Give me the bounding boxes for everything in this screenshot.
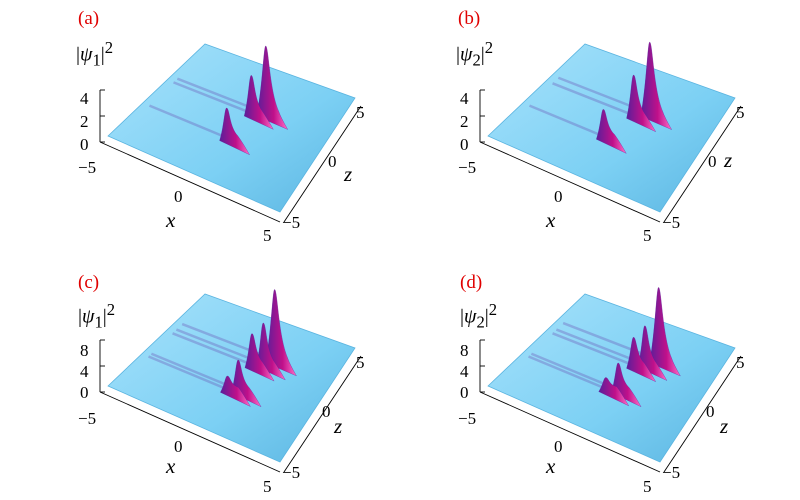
z-tick: 4: [460, 89, 469, 108]
x-axis-name: x: [166, 454, 176, 478]
z-axis-name: z: [344, 162, 353, 186]
x-tick: −5: [458, 158, 477, 177]
surface-plot-a: [99, 43, 362, 223]
z-tick: 4: [460, 362, 469, 381]
peak: [219, 107, 251, 156]
x-tick: −5: [458, 409, 477, 428]
y-tick: 5: [736, 353, 745, 372]
z-axis-label: |ψ1|2: [76, 38, 114, 70]
y-tick: 0: [706, 402, 715, 421]
z-tick: 0: [460, 135, 469, 154]
peak: [596, 109, 627, 154]
peak: [626, 336, 657, 383]
z-axis-label: |ψ1|2: [78, 300, 116, 332]
peak: [256, 45, 289, 130]
z-axis-name: z: [724, 148, 733, 172]
axes: [479, 89, 742, 223]
surface-sheet: [107, 293, 356, 463]
y-tick: −5: [282, 213, 301, 232]
x-axis-name: x: [166, 208, 176, 232]
z-axis-name: z: [334, 414, 343, 438]
z-tick: 4: [80, 362, 89, 381]
x-tick: 0: [174, 187, 183, 206]
z-axis-label: |ψ2|2: [456, 38, 494, 70]
y-tick: 0: [708, 152, 717, 171]
z-tick: 8: [80, 341, 89, 360]
axes: [99, 339, 362, 473]
y-tick: −5: [282, 463, 301, 482]
x-tick: −5: [78, 409, 97, 428]
z-axis-name: z: [720, 414, 729, 438]
x-tick: 5: [263, 477, 272, 496]
y-tick: 0: [322, 402, 331, 421]
surface-plot-b: [479, 41, 742, 223]
z-tick: 8: [460, 341, 469, 360]
x-axis-name: x: [546, 208, 556, 232]
peak: [265, 289, 298, 377]
z-axis-label: |ψ2|2: [460, 300, 498, 332]
panel-a: (a) |ψ1|2 4 2 0 −5 0 5 5 0 −5 x z: [0, 0, 400, 250]
y-tick: 5: [356, 103, 365, 122]
y-tick: 5: [736, 103, 745, 122]
panel-label: (b): [458, 8, 481, 29]
x-tick: 0: [554, 437, 563, 456]
peak: [649, 287, 681, 377]
panel-label: (c): [78, 272, 100, 293]
peak: [640, 41, 673, 131]
peak: [220, 375, 252, 408]
surface-sheet: [487, 43, 736, 213]
x-axis-name: x: [546, 454, 556, 478]
peak: [243, 75, 274, 130]
peak: [244, 333, 275, 382]
x-tick: 5: [643, 477, 652, 496]
z-tick: 0: [80, 135, 89, 154]
x-tick: 0: [554, 187, 563, 206]
x-tick: −5: [78, 158, 97, 177]
surface-plot-c: [99, 289, 362, 473]
x-tick: 5: [263, 226, 272, 245]
surface-sheet: [487, 293, 736, 463]
panel-label: (d): [460, 272, 483, 293]
x-tick: 5: [643, 226, 652, 245]
panel-d: (d) |ψ2|2 8 4 0 −5 0 5 5 0 −5 x z: [380, 250, 780, 500]
peak: [598, 377, 630, 407]
surface-plot-d: [479, 287, 742, 473]
axes: [479, 339, 742, 473]
z-tick: 0: [80, 383, 89, 402]
y-tick: −5: [662, 463, 681, 482]
panel-label: (a): [78, 8, 100, 29]
axes: [99, 89, 362, 223]
peak: [626, 74, 657, 133]
panel-b: (b) |ψ2|2 4 2 0 −5 0 5 5 0 −5 x z: [380, 0, 780, 250]
y-tick: −5: [662, 213, 681, 232]
z-tick: 2: [460, 112, 469, 131]
z-tick: 2: [80, 112, 89, 131]
x-tick: 0: [174, 437, 183, 456]
panel-c: (c) |ψ1|2 8 4 0 −5 0 5 5 0 −5 x z: [0, 250, 400, 500]
z-tick: 4: [80, 89, 89, 108]
y-tick: 5: [356, 353, 365, 372]
z-tick: 0: [460, 383, 469, 402]
y-tick: 0: [328, 152, 337, 171]
